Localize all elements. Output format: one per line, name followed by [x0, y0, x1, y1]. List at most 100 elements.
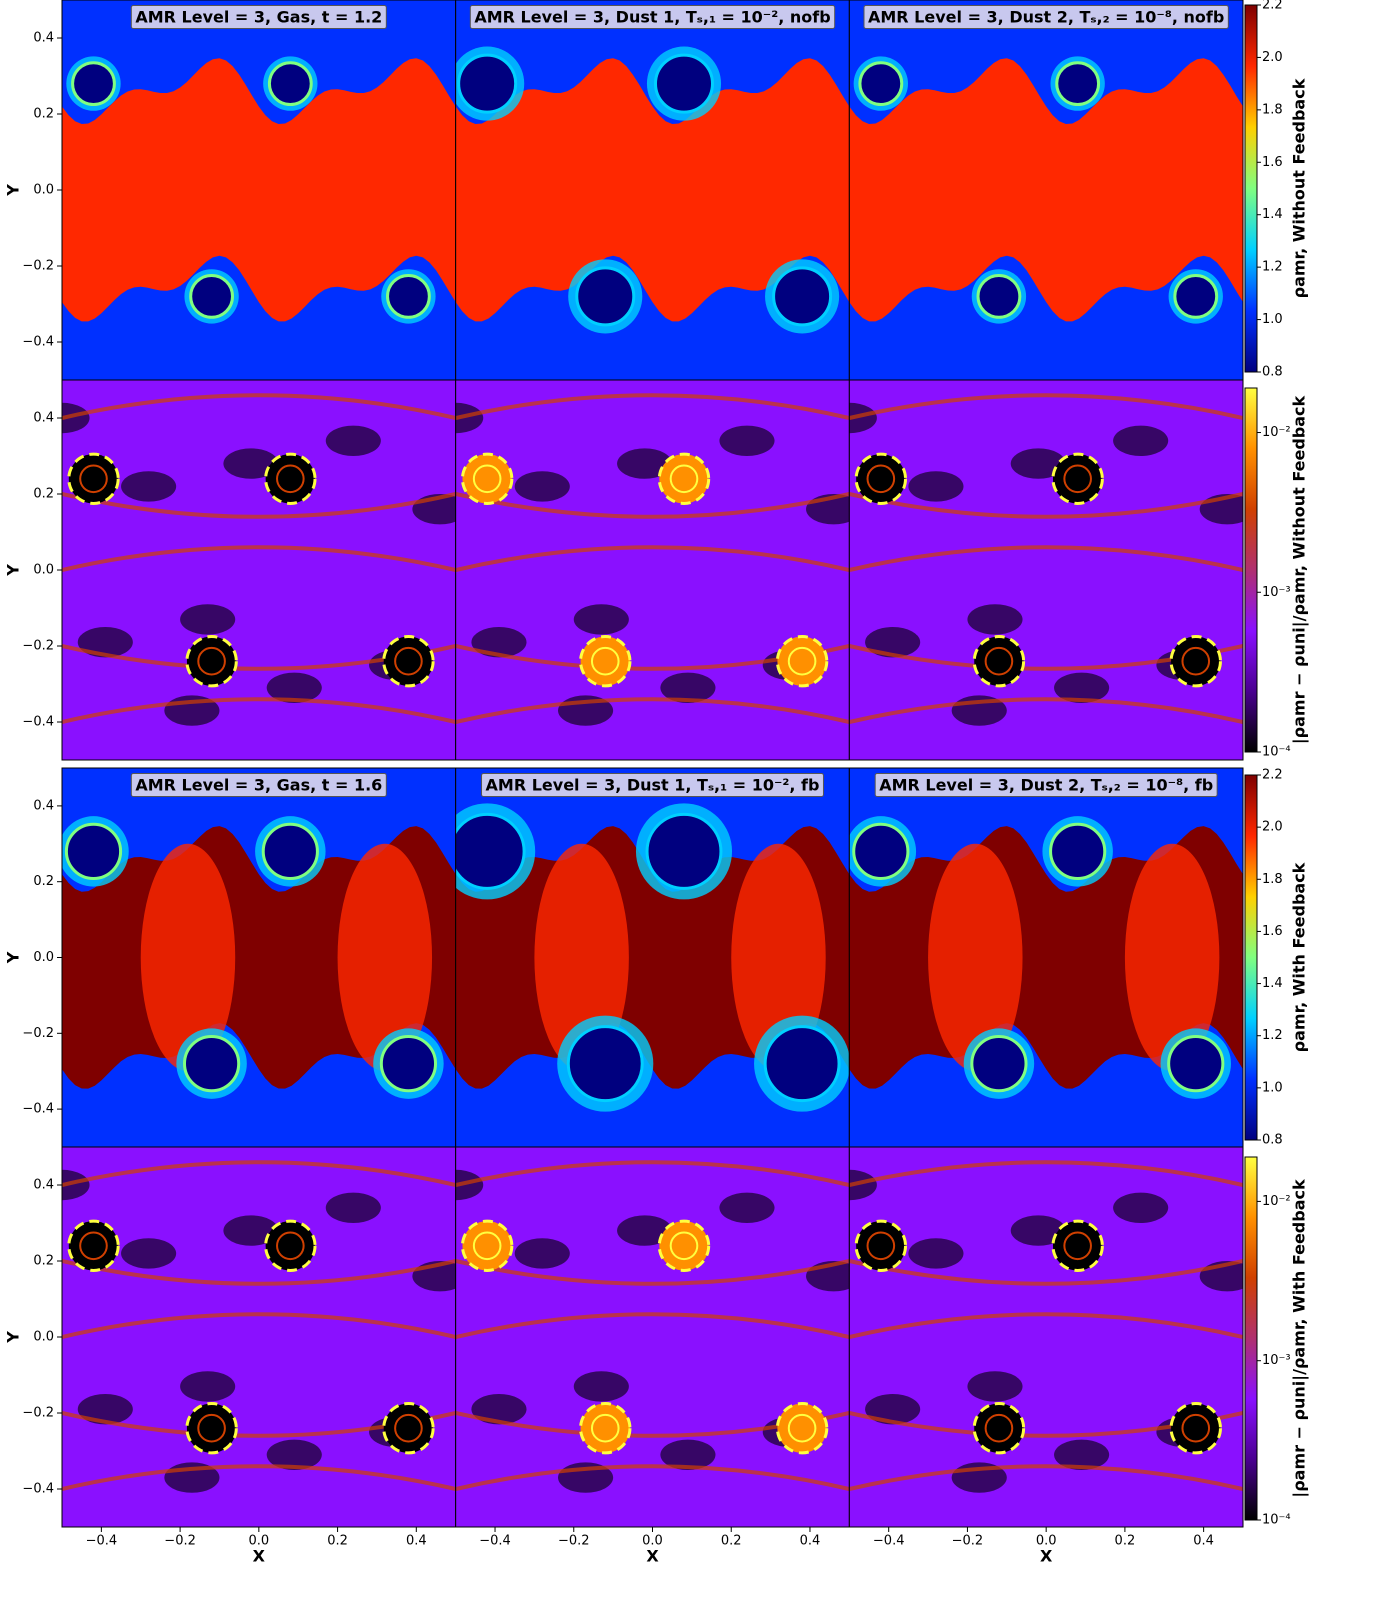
vortex-core [970, 1035, 1028, 1093]
error-ring-inner [276, 1231, 305, 1261]
error-filament [455, 697, 850, 724]
vortex-core [763, 1025, 841, 1103]
error-ring [67, 1219, 120, 1273]
title-box [863, 5, 1229, 29]
vortex-core [772, 266, 833, 327]
warm-region [731, 843, 826, 1072]
vortex-core [852, 822, 910, 880]
panel [455, 768, 850, 1147]
dark-patch [471, 1394, 527, 1425]
error-ring-inner [276, 464, 305, 494]
vortex-core [386, 274, 431, 319]
dark-patch [1054, 1439, 1110, 1471]
error-ring-inner [394, 646, 423, 676]
panel [455, 1147, 850, 1527]
dark-patch [908, 471, 964, 502]
panel-frame [848, 379, 1244, 761]
panel [849, 0, 1243, 380]
colorbar-tick-label: 10⁻³ [1262, 1353, 1291, 1368]
dark-patch [865, 1394, 921, 1425]
error-ring [382, 1402, 435, 1455]
error-filament [849, 492, 1243, 519]
colorbar-label: |ρamr − ρuni|/ρamr, Without Feedback [1290, 395, 1310, 744]
colorbar-tick-label: 1.8 [1262, 872, 1283, 887]
error-ring-inner [472, 1231, 502, 1261]
y-tick-label: 0.4 [33, 31, 54, 46]
dark-patch [660, 672, 716, 703]
field-background [455, 1147, 850, 1527]
title-box [130, 5, 387, 29]
panel [62, 768, 456, 1147]
vortex-core [1167, 1035, 1225, 1093]
error-filament [849, 545, 1243, 572]
error-filament [849, 1259, 1243, 1286]
warm-region [534, 843, 629, 1072]
dark-patch [266, 672, 322, 703]
colorbar-tick-label: 10⁻³ [1262, 585, 1291, 600]
error-ring-inner [197, 646, 226, 676]
vortex-core [566, 1025, 644, 1103]
colorbar-tick-label: 10⁻² [1262, 425, 1291, 440]
error-ring-inner [1063, 464, 1092, 494]
error-filament [455, 1160, 850, 1187]
colorbar [1244, 774, 1258, 1141]
dark-patch [77, 627, 133, 658]
dark-patch [325, 1192, 381, 1224]
y-tick-label: 0.2 [33, 874, 54, 889]
error-filament [62, 393, 456, 420]
field-background [455, 380, 850, 760]
error-filament [62, 1312, 456, 1339]
colorbar-tick-label: 1.4 [1262, 207, 1283, 222]
panel-title: AMR Level = 3, Gas, t = 1.6 [135, 776, 382, 795]
x-tick-label: 0.2 [721, 1534, 742, 1549]
error-ring [579, 635, 632, 688]
error-ring [579, 1402, 632, 1455]
dark-patch [455, 1169, 484, 1201]
colorbar-tick-label: 10⁻⁴ [1262, 745, 1291, 760]
vortex-core [1173, 274, 1219, 319]
error-ring [1169, 635, 1222, 688]
error-ring-inner [394, 1413, 423, 1443]
panel [62, 380, 456, 760]
dark-patch [121, 471, 177, 502]
colorbar-tick-label: 2.0 [1262, 820, 1283, 835]
x-tick-label: 0.0 [248, 1534, 269, 1549]
vortex-core [64, 822, 123, 880]
panel [62, 0, 456, 380]
vortex-core [267, 61, 313, 106]
x-tick-label: 0.4 [1193, 1534, 1214, 1549]
error-ring [657, 1219, 711, 1273]
x-tick-label: 0.2 [1115, 1534, 1136, 1549]
error-ring-inner [79, 464, 108, 494]
dark-patch [325, 425, 381, 456]
x-tick-label: 0.2 [327, 1534, 348, 1549]
x-tick-label: −0.4 [873, 1534, 905, 1549]
vortex-core [976, 274, 1022, 319]
y-tick-label: −0.2 [22, 639, 54, 654]
colorbar-tick-label: 2.2 [1262, 768, 1283, 783]
vortex-core [1055, 61, 1101, 106]
error-ring [1169, 1402, 1222, 1455]
colorbar [1244, 1156, 1258, 1521]
error-ring [972, 1402, 1026, 1455]
dark-patch [1010, 448, 1066, 479]
panel [849, 380, 1243, 760]
x-tick-label: −0.4 [479, 1534, 511, 1549]
dark-patch [617, 448, 673, 479]
vortex-core [645, 812, 723, 890]
dark-patch [849, 1169, 877, 1201]
field-background [62, 1147, 456, 1527]
vortex-core [455, 812, 526, 890]
colorbar-label: ρamr, Without Feedback [1290, 78, 1309, 298]
colorbar-tick-label: 1.0 [1262, 1080, 1283, 1095]
error-ring [67, 452, 120, 505]
y-tick-label: −0.4 [22, 1102, 54, 1117]
error-filament [849, 697, 1243, 724]
error-filament [62, 1160, 456, 1187]
error-ring [1051, 452, 1104, 505]
dark-patch [514, 1238, 570, 1269]
vortex-core [858, 61, 904, 106]
error-ring [185, 1402, 238, 1455]
vortex-core [575, 266, 636, 327]
error-filament [455, 492, 850, 519]
